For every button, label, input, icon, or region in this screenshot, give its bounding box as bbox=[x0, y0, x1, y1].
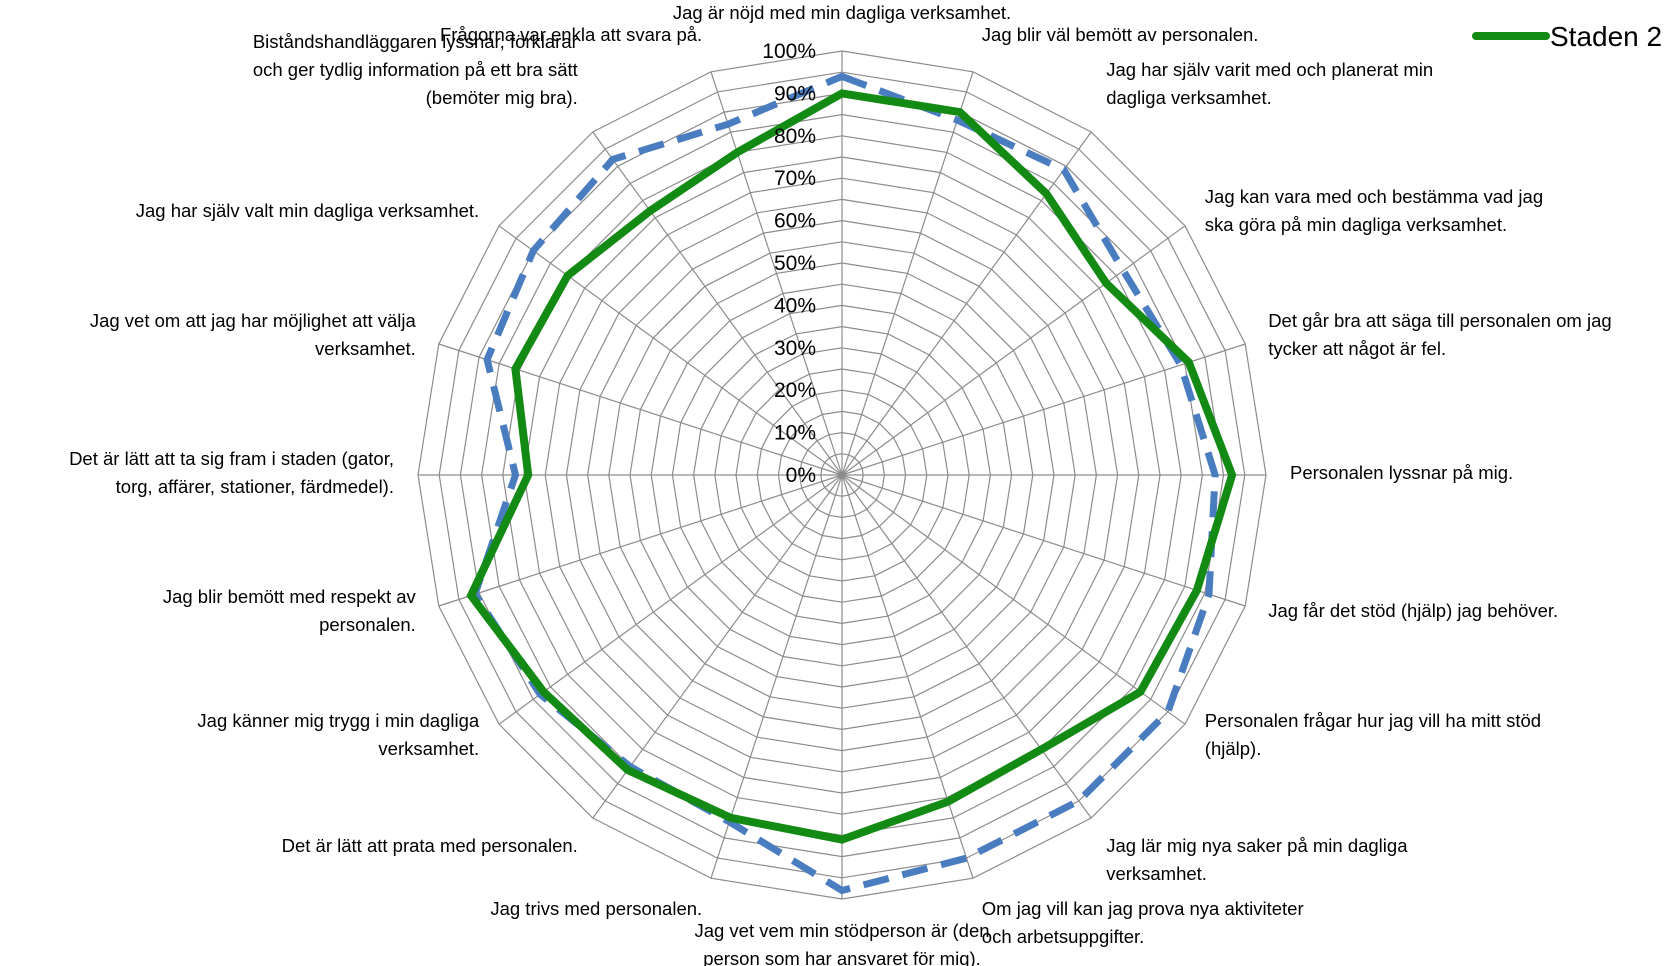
category-label-line: Jag har själv valt min dagliga verksamhe… bbox=[136, 200, 479, 221]
category-label-line: och arbetsuppgifter. bbox=[982, 926, 1145, 947]
r-tick-label: 0% bbox=[786, 464, 816, 487]
category-label-line: ska göra på min dagliga verksamhet. bbox=[1205, 214, 1507, 235]
grid-spoke bbox=[592, 474, 843, 819]
category-label-line: verksamhet. bbox=[378, 738, 479, 759]
category-label-line: Biståndshandläggaren lyssnar, förklarar bbox=[253, 31, 578, 52]
grid-spoke bbox=[498, 474, 843, 725]
category-label-line: verksamhet. bbox=[1106, 863, 1207, 884]
grid-spoke bbox=[841, 343, 1246, 476]
grid-spoke bbox=[498, 225, 843, 476]
category-label-line: Jag kan vara med och bestämma vad jag bbox=[1205, 186, 1543, 207]
category-label-line: Personalen frågar hur jag vill ha mitt s… bbox=[1205, 710, 1541, 731]
grid-spoke bbox=[841, 71, 974, 476]
radar-spokes bbox=[418, 51, 1266, 899]
category-label-line: Jag känner mig trygg i min dagliga bbox=[197, 710, 479, 731]
category-label: Jag har själv valt min dagliga verksamhe… bbox=[136, 200, 479, 221]
grid-spoke bbox=[841, 474, 1186, 725]
grid-spoke bbox=[841, 474, 1246, 607]
category-label-line: Jag trivs med personalen. bbox=[490, 898, 702, 919]
category-label-line: Jag blir bemött med respekt av bbox=[163, 586, 417, 607]
category-label-line: person som har ansvaret för mig). bbox=[703, 948, 981, 966]
category-label-line: torg, affärer, stationer, färdmedel). bbox=[116, 476, 394, 497]
category-label-line: personalen. bbox=[319, 614, 416, 635]
category-label-line: Det är lätt att prata med personalen. bbox=[282, 835, 578, 856]
category-label-line: Jag är nöjd med min dagliga verksamhet. bbox=[673, 2, 1011, 23]
radial-tick-labels: 0% 10% 20% 30% 40% 50% 60% 70% 80% 90% 100% bbox=[762, 40, 816, 487]
r-tick-label: 100% bbox=[762, 40, 816, 63]
grid-spoke bbox=[592, 131, 843, 476]
category-label-line: Personalen lyssnar på mig. bbox=[1290, 462, 1513, 483]
category-label: Jag känner mig trygg i min dagliga verksa… bbox=[197, 710, 479, 759]
category-label: Om jag vill kan jag prova nya aktivitete… bbox=[982, 898, 1304, 947]
category-label-line: Jag vet vem min stödperson är (den bbox=[694, 920, 989, 941]
r-tick-label: 70% bbox=[774, 167, 816, 190]
category-label-line: (hjälp). bbox=[1205, 738, 1262, 759]
r-tick-label: 50% bbox=[774, 252, 816, 275]
category-label-line: Jag blir väl bemött av personalen. bbox=[982, 24, 1259, 45]
category-label-line: och ger tydlig information på ett bra sä… bbox=[253, 59, 578, 80]
category-label-line: Det går bra att säga till personalen om … bbox=[1268, 310, 1611, 331]
category-label-line: Jag har själv varit med och planerat min bbox=[1106, 59, 1433, 80]
category-label: Personalen frågar hur jag vill ha mitt s… bbox=[1205, 710, 1541, 759]
series-layer bbox=[466, 72, 1237, 895]
r-tick-label: 40% bbox=[774, 294, 816, 317]
category-label: Biståndshandläggaren lyssnar, förklarar o… bbox=[253, 31, 578, 108]
r-tick-label: 60% bbox=[774, 210, 816, 233]
r-tick-label: 90% bbox=[774, 82, 816, 105]
category-label: Jag trivs med personalen. bbox=[490, 898, 702, 919]
category-label-line: dagliga verksamhet. bbox=[1106, 87, 1272, 108]
category-label: Jag vet om att jag har möjlighet att väl… bbox=[90, 310, 417, 359]
grid-spoke bbox=[841, 131, 1092, 476]
category-label-line: Jag vet om att jag har möjlighet att väl… bbox=[90, 310, 417, 331]
grid-spoke bbox=[710, 71, 843, 476]
category-label-line: Jag lär mig nya saker på min dagliga bbox=[1106, 835, 1408, 856]
category-label: Jag blir bemött med respekt av personalen… bbox=[163, 586, 417, 635]
category-label: Det är lätt att ta sig fram i staden (ga… bbox=[69, 448, 394, 497]
category-label-line: Det är lätt att ta sig fram i staden (ga… bbox=[69, 448, 394, 469]
category-label: Jag blir väl bemött av personalen. bbox=[982, 24, 1259, 45]
grid-spoke bbox=[841, 225, 1186, 476]
r-tick-label: 20% bbox=[774, 379, 816, 402]
legend-label-staden-2: Staden 2 bbox=[1550, 21, 1662, 52]
legend: Staden 2 bbox=[1472, 21, 1662, 52]
r-tick-label: 80% bbox=[774, 125, 816, 148]
category-labels: Jag är nöjd med min dagliga verksamhet.J… bbox=[69, 2, 1612, 966]
category-label-line: (bemöter mig bra). bbox=[426, 87, 578, 108]
category-label: Det går bra att säga till personalen om … bbox=[1268, 310, 1611, 359]
category-label-line: Frågorna var enkla att svara på. bbox=[440, 24, 702, 45]
category-label-line: tycker att något är fel. bbox=[1268, 338, 1446, 359]
grid-spoke bbox=[438, 343, 843, 476]
category-label: Jag är nöjd med min dagliga verksamhet. bbox=[673, 2, 1011, 23]
category-label: Jag lär mig nya saker på min dagliga verk… bbox=[1106, 835, 1408, 884]
category-label: Det är lätt att prata med personalen. bbox=[282, 835, 578, 856]
r-tick-label: 30% bbox=[774, 337, 816, 360]
r-tick-label: 10% bbox=[774, 422, 816, 445]
category-label-line: verksamhet. bbox=[315, 338, 416, 359]
grid-spoke bbox=[710, 474, 843, 879]
category-label: Frågorna var enkla att svara på. bbox=[440, 24, 702, 45]
category-label: Personalen lyssnar på mig. bbox=[1290, 462, 1513, 483]
category-label-line: Jag får det stöd (hjälp) jag behöver. bbox=[1268, 600, 1558, 621]
grid-spoke bbox=[438, 474, 843, 607]
category-label: Jag har själv varit med och planerat min… bbox=[1106, 59, 1433, 108]
grid-spoke bbox=[841, 474, 1092, 819]
category-label: Jag får det stöd (hjälp) jag behöver. bbox=[1268, 600, 1558, 621]
category-label: Jag kan vara med och bestämma vad jag ska… bbox=[1205, 186, 1543, 235]
grid-spoke bbox=[841, 474, 974, 879]
category-label: Jag vet vem min stödperson är (den person… bbox=[694, 920, 989, 966]
category-label-line: Om jag vill kan jag prova nya aktivitete… bbox=[982, 898, 1304, 919]
